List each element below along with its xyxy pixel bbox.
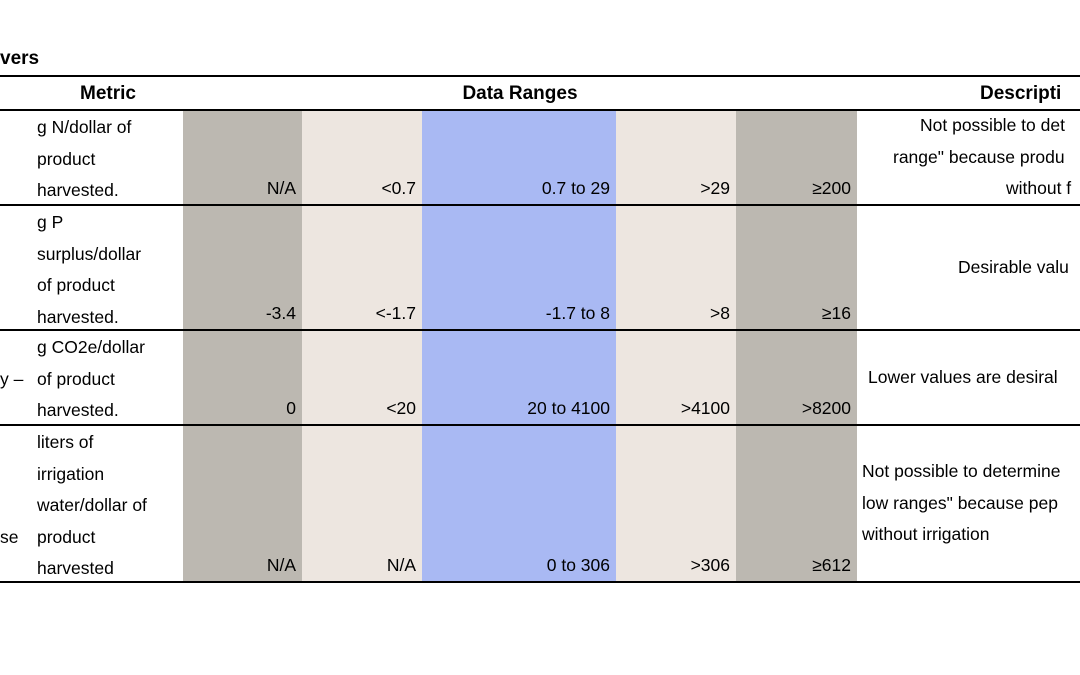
cell-fill bbox=[302, 110, 422, 205]
column-header: Data Ranges bbox=[462, 83, 578, 104]
metric-text: harvested. bbox=[37, 400, 119, 420]
row-label: se bbox=[0, 526, 19, 547]
metric-text: surplus/dollar bbox=[37, 243, 142, 264]
range-value: -1.7 to 8 bbox=[545, 302, 610, 323]
range-value: 20 to 4100 bbox=[527, 397, 610, 418]
cell-fill bbox=[183, 425, 302, 582]
metric-text: g CO2e/dollar bbox=[37, 337, 145, 357]
cell-fill bbox=[422, 330, 616, 425]
metric-text: g N/dollar of bbox=[37, 117, 132, 137]
metric-text: harvested. bbox=[37, 180, 119, 200]
cell-fill bbox=[422, 110, 616, 205]
cell-fill bbox=[183, 205, 302, 330]
range-value: <0.7 bbox=[381, 177, 416, 198]
column-header: Metric bbox=[80, 83, 136, 104]
cell-fill bbox=[616, 425, 736, 582]
header-border bbox=[0, 75, 1080, 77]
range-value: N/A bbox=[266, 177, 296, 198]
cell-fill bbox=[302, 425, 422, 582]
description-text: Not possible to det bbox=[920, 115, 1065, 136]
range-value: <20 bbox=[386, 397, 416, 418]
description-text: low ranges" because pep bbox=[862, 492, 1058, 513]
metric-text: of product bbox=[37, 275, 115, 295]
cell-fill bbox=[736, 205, 857, 330]
range-value: >306 bbox=[690, 554, 730, 575]
cell-fill bbox=[736, 330, 857, 425]
metric-text: harvested. bbox=[37, 306, 119, 327]
range-value: 0 to 306 bbox=[546, 554, 610, 575]
metric-text: g P bbox=[37, 212, 64, 232]
metric-text: liters of bbox=[37, 432, 94, 452]
header-border bbox=[0, 109, 1080, 111]
range-value: ≥200 bbox=[812, 177, 851, 198]
range-value: 0 bbox=[286, 397, 296, 418]
description-text: Desirable valu bbox=[958, 256, 1069, 277]
range-value: <-1.7 bbox=[375, 302, 416, 323]
row-border bbox=[0, 581, 1080, 583]
metric-text: of product bbox=[37, 368, 115, 389]
description-text: range" because produ bbox=[893, 146, 1065, 167]
sheet-title: vers bbox=[0, 48, 40, 69]
cell-fill bbox=[183, 110, 302, 205]
cell-fill bbox=[736, 110, 857, 205]
range-value: ≥16 bbox=[821, 302, 851, 323]
row-border bbox=[0, 329, 1080, 331]
description-text: Not possible to determine bbox=[862, 461, 1061, 482]
range-value: N/A bbox=[266, 554, 296, 575]
cell-fill bbox=[422, 205, 616, 330]
cell-fill bbox=[302, 330, 422, 425]
range-value: N/A bbox=[386, 554, 416, 575]
range-value: >8200 bbox=[801, 397, 851, 418]
cell-fill bbox=[422, 425, 616, 582]
range-value: >8 bbox=[710, 302, 730, 323]
range-value: >29 bbox=[700, 177, 730, 198]
cell-fill bbox=[616, 110, 736, 205]
description-text: Lower values are desiral bbox=[868, 366, 1058, 387]
column-header: Descripti bbox=[980, 83, 1062, 104]
metric-text: product bbox=[37, 526, 96, 547]
description-text: without irrigation bbox=[862, 524, 990, 545]
cell-fill bbox=[302, 205, 422, 330]
row-label: y – bbox=[0, 368, 24, 389]
row-border bbox=[0, 424, 1080, 426]
range-value: >4100 bbox=[680, 397, 730, 418]
range-value: ≥612 bbox=[812, 554, 851, 575]
cell-fill bbox=[616, 205, 736, 330]
metric-text: harvested bbox=[37, 558, 114, 578]
range-value: 0.7 to 29 bbox=[541, 177, 610, 198]
cell-fill bbox=[616, 330, 736, 425]
range-value: -3.4 bbox=[265, 302, 296, 323]
row-border bbox=[0, 204, 1080, 206]
metric-text: water/dollar of bbox=[37, 495, 147, 515]
cell-fill bbox=[183, 330, 302, 425]
cell-fill bbox=[736, 425, 857, 582]
metric-text: irrigation bbox=[37, 463, 105, 484]
description-text: without f bbox=[1006, 178, 1072, 199]
metric-text: product bbox=[37, 148, 96, 169]
